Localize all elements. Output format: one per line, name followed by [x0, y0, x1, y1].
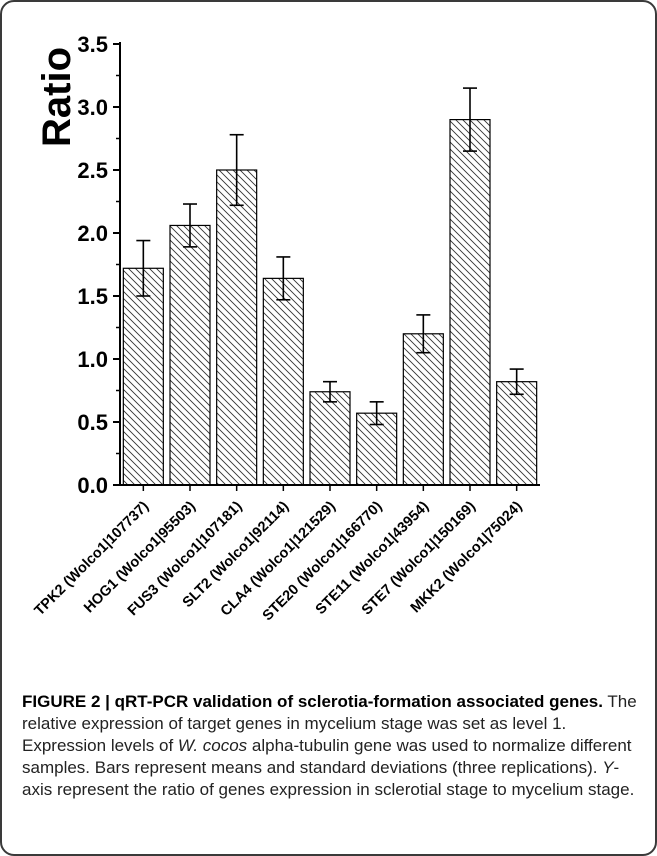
caption-species: W. cocos	[177, 736, 248, 755]
bar	[122, 267, 164, 486]
y-tick-label: 3.5	[77, 32, 108, 57]
y-tick-label: 3.0	[77, 95, 108, 120]
error-bar	[323, 380, 337, 403]
error-bar	[416, 314, 431, 354]
y-axis-label: Ratio	[35, 47, 79, 147]
y-tick-label: 1.0	[77, 347, 108, 372]
error-bar	[509, 368, 524, 396]
bar	[169, 224, 211, 486]
bar	[402, 333, 444, 486]
error-bar	[183, 203, 197, 248]
error-bar	[276, 256, 291, 301]
y-tick-label: 0.5	[77, 410, 108, 435]
error-bar	[229, 133, 244, 207]
caption-text: alpha-tubulin gene was used to normalize…	[22, 736, 632, 777]
y-tick-label: 1.5	[77, 284, 108, 309]
y-tick-label: 0.0	[77, 473, 108, 498]
y-tick-label: 2.5	[77, 158, 108, 183]
bar-chart: 0.00.51.01.52.02.53.03.5 TPK2 (Wolco1|10…	[32, 32, 540, 624]
figure-caption: FIGURE 2 | qRT-PCR validation of sclerot…	[22, 691, 642, 801]
bar	[262, 277, 304, 486]
error-bar	[463, 87, 477, 152]
caption-text: -axis represent the ratio of genes expre…	[22, 758, 635, 799]
caption-text: The relative expression of target genes …	[22, 692, 637, 755]
bar	[216, 169, 258, 486]
bar	[309, 391, 351, 486]
y-tick-label: 2.0	[77, 221, 108, 246]
caption-axis-letter: Y	[602, 758, 614, 777]
bar	[449, 118, 491, 486]
error-bar	[369, 401, 384, 426]
error-bar	[136, 239, 151, 297]
caption-heading: FIGURE 2 | qRT-PCR validation of sclerot…	[22, 692, 603, 711]
bar	[496, 381, 538, 486]
